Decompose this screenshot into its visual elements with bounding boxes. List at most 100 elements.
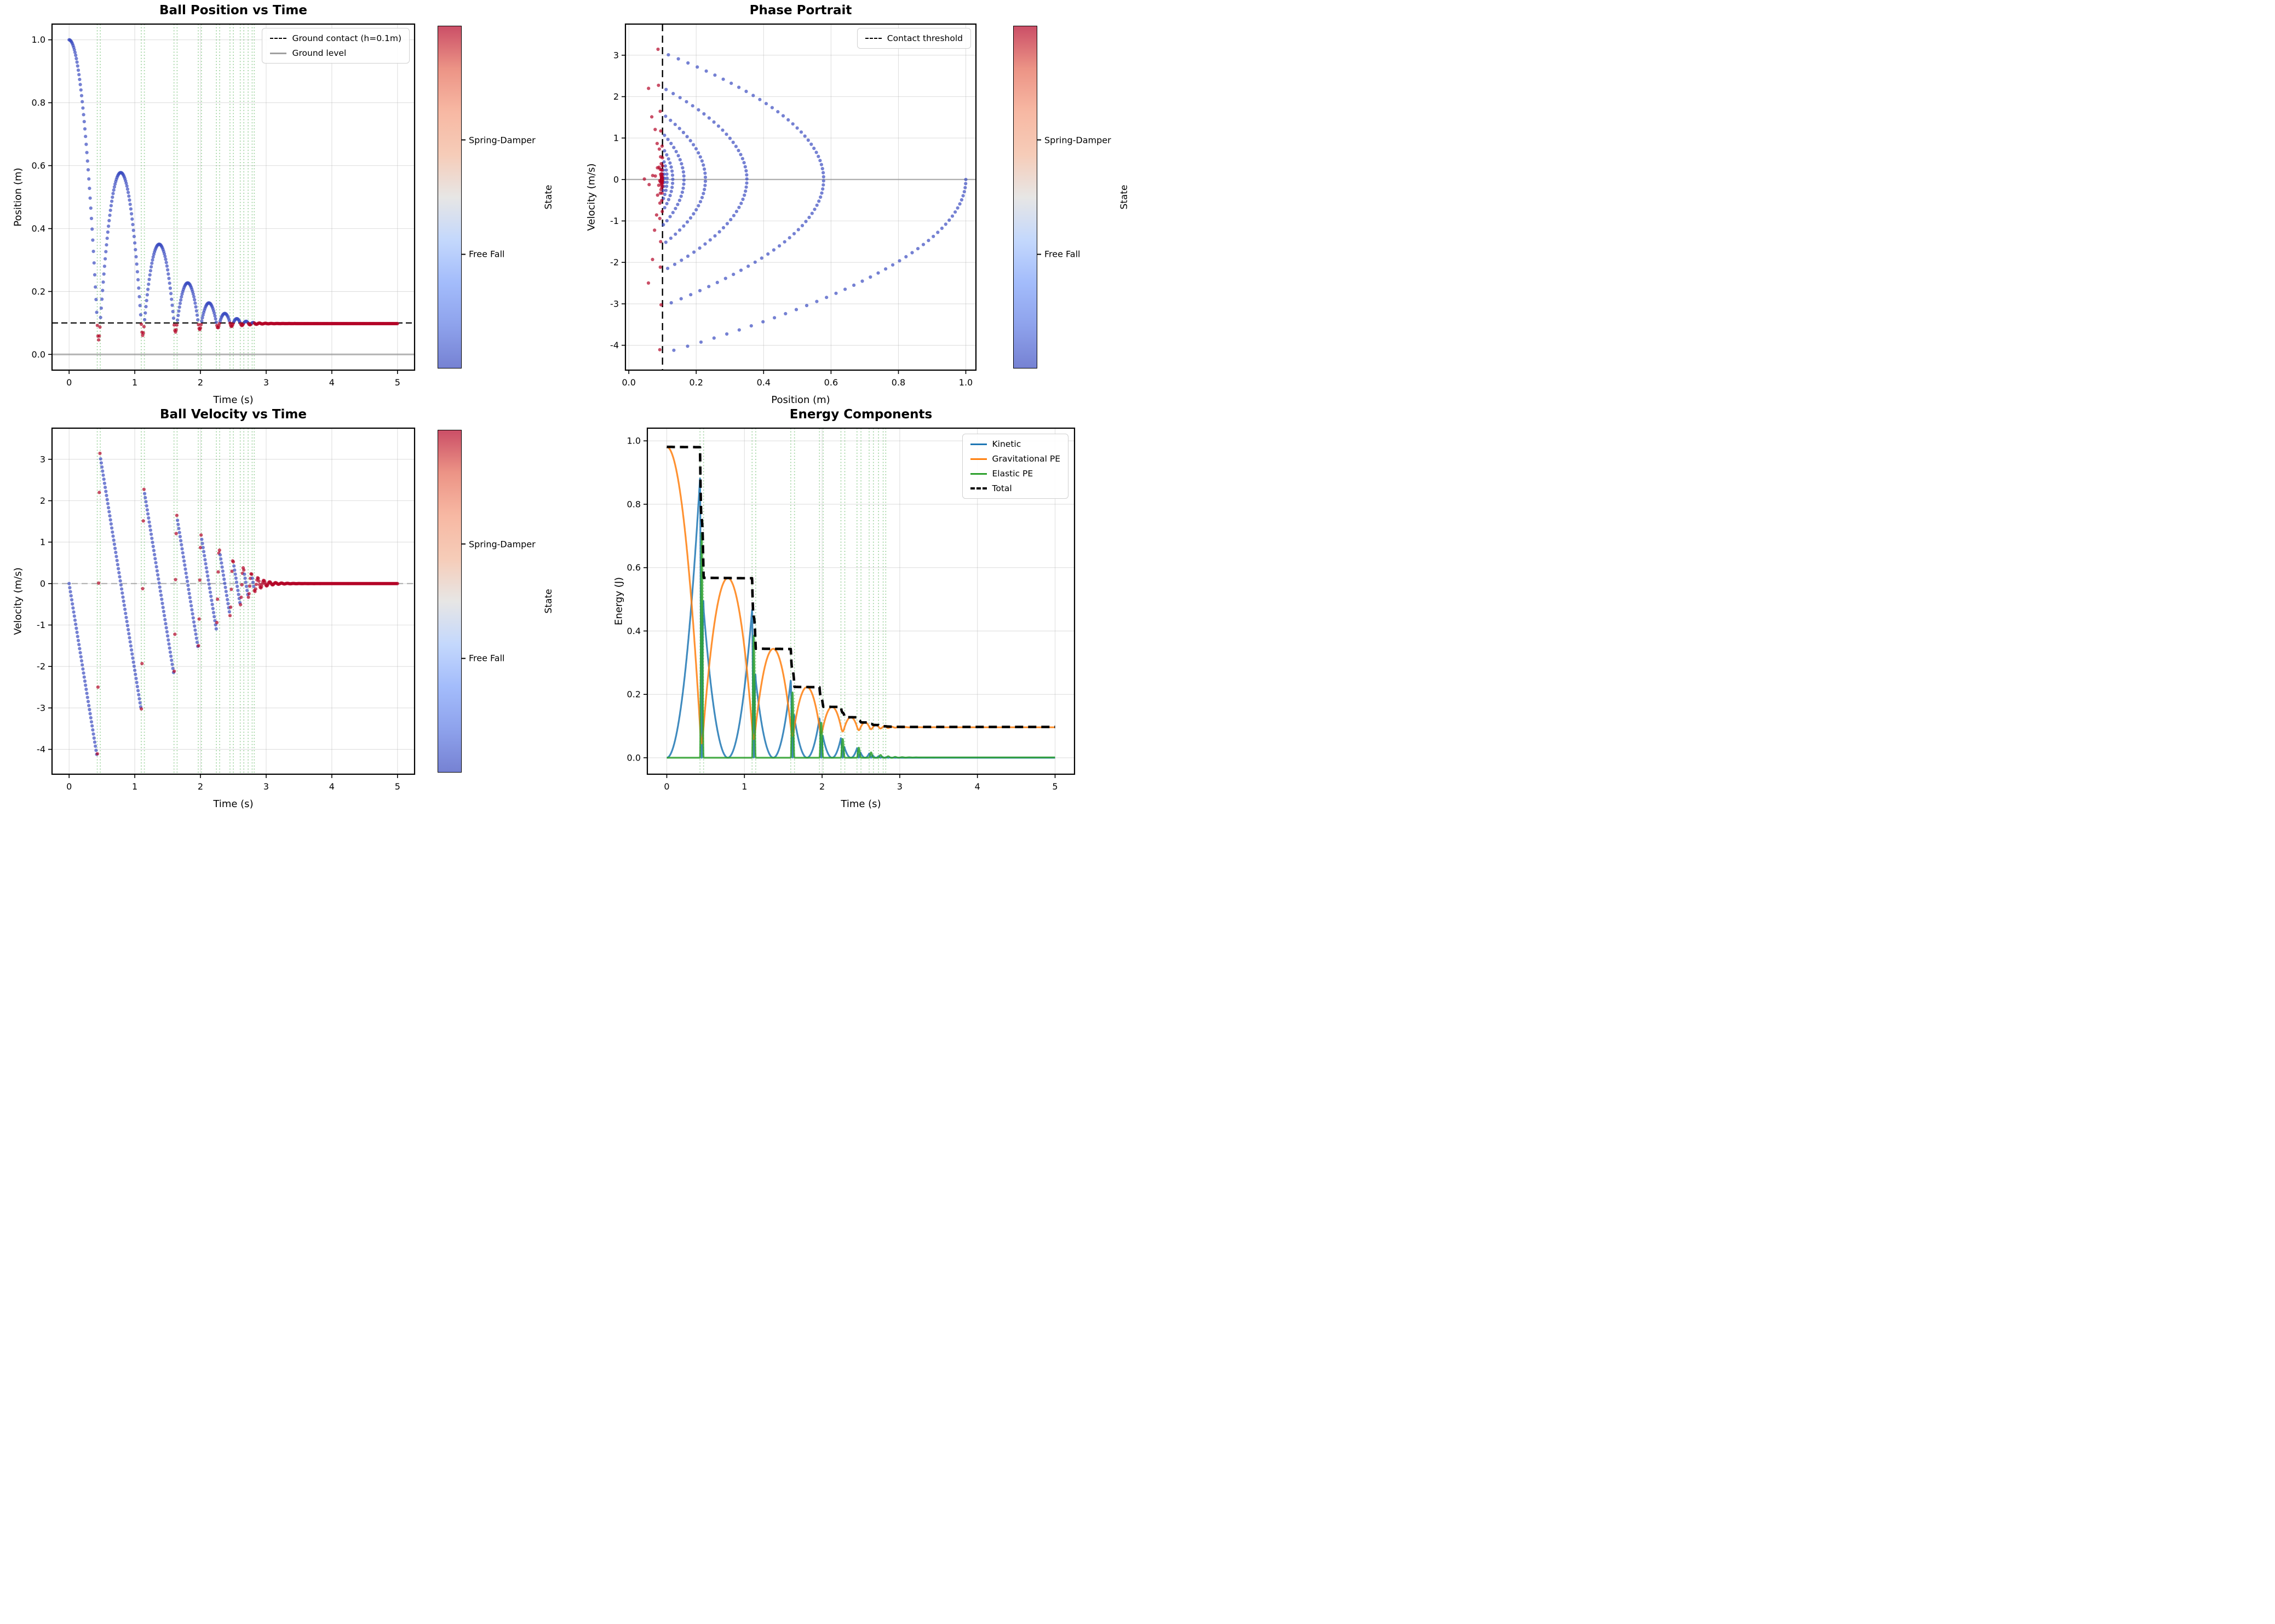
gravitational-line-swatch xyxy=(970,458,987,460)
colorbar-axis-label: State xyxy=(543,185,554,210)
x-tick-label: 4 xyxy=(975,781,980,792)
x-tick-label: 4 xyxy=(329,377,335,388)
legend-item-total: Total xyxy=(970,483,1012,493)
phase-x-axis-label: Position (m) xyxy=(771,394,830,406)
data-layer xyxy=(67,38,399,342)
x-tick-label: 0 xyxy=(664,781,669,792)
legend-item-elastic-pe: Elastic PE xyxy=(970,469,1033,479)
legend-item-ground-level: Ground level xyxy=(270,48,346,58)
energy-plot-canvas: 0 1 2 3 4 5 0.0 0.2 0.4 0.6 0.8 1.0 xyxy=(627,427,1076,792)
position-plot-canvas: 0 1 2 3 4 5 0.0 0.2 0.4 0.6 0.8 1.0 xyxy=(32,23,416,388)
tick-mark xyxy=(462,658,466,659)
legend-item-ground-contact: Ground contact (h=0.1m) xyxy=(270,33,401,43)
reference-lines xyxy=(625,24,976,370)
velocity-plot-canvas: 0 1 2 3 4 5 -4 -3 -2 -1 0 1 2 3 xyxy=(37,427,416,792)
x-tick-label: 1.0 xyxy=(959,377,973,388)
phase-plot-title: Phase Portrait xyxy=(749,3,852,18)
y-tick-label: 3 xyxy=(613,50,619,60)
total-line-swatch xyxy=(970,487,987,489)
reference-lines xyxy=(52,428,415,774)
y-tick-label: 3 xyxy=(40,454,45,464)
position-y-axis-label: Position (m) xyxy=(12,168,24,227)
colorbar-tick-spring-damper: Spring-Damper xyxy=(1037,135,1111,145)
velocity-plot: Ball Velocity vs Time Velocity (m/s) Tim… xyxy=(13,407,416,810)
colorbar-tick-free-fall: Free Fall xyxy=(462,653,504,664)
y-tick-label: 0.0 xyxy=(32,349,45,360)
colorbar-gradient xyxy=(438,430,462,773)
legend-label: Gravitational PE xyxy=(992,454,1061,464)
legend-item-contact-threshold: Contact threshold xyxy=(865,33,963,43)
y-tick-label: 2 xyxy=(613,91,619,102)
figure-canvas: Ball Position vs Time Position (m) Time … xyxy=(0,0,1138,812)
legend-label: Contact threshold xyxy=(887,33,963,43)
y-tick-label: -2 xyxy=(610,257,619,268)
axes-frame: 0 1 2 3 4 5 0.0 0.2 0.4 0.6 0.8 1.0 xyxy=(627,427,1076,792)
y-tick-label: -3 xyxy=(37,702,45,713)
velocity-plot-title: Ball Velocity vs Time xyxy=(160,407,307,422)
y-tick-label: 0 xyxy=(613,174,619,185)
x-tick-label: 5 xyxy=(395,781,400,792)
grid-lines xyxy=(625,24,976,370)
x-tick-label: 0.0 xyxy=(622,377,635,388)
colorbar-tick-label: Spring-Damper xyxy=(1044,135,1111,146)
grid-lines xyxy=(52,24,415,370)
y-tick-label: 0.2 xyxy=(32,286,45,297)
legend-item-kinetic: Kinetic xyxy=(970,439,1021,449)
colorbar-tick-label: Free Fall xyxy=(469,653,505,664)
state-colorbar-velocity: Spring-Damper Free Fall State xyxy=(438,430,554,773)
y-tick-label: -4 xyxy=(37,744,45,755)
y-tick-label: 0.4 xyxy=(32,223,45,234)
y-tick-label: 0 xyxy=(40,578,45,589)
x-tick-label: 0.2 xyxy=(689,377,703,388)
legend-label: Ground contact (h=0.1m) xyxy=(292,33,401,43)
x-tick-label: 5 xyxy=(1052,781,1058,792)
colorbar-tick-label: Free Fall xyxy=(1044,249,1081,260)
tick-mark xyxy=(1037,254,1041,255)
energy-y-axis-label: Energy (J) xyxy=(613,577,625,626)
legend-label: Total xyxy=(992,483,1012,493)
axes-frame: 0.0 0.2 0.4 0.6 0.8 1.0 -4 -3 -2 -1 0 1 2 3 xyxy=(610,23,977,388)
x-tick-label: 5 xyxy=(395,377,400,388)
dashed-line-swatch xyxy=(865,38,882,39)
elastic-line-swatch xyxy=(970,473,987,475)
energy-plot: Energy Components Energy (J) Time (s) 0 1… xyxy=(613,407,1076,810)
velocity-y-axis-label: Velocity (m/s) xyxy=(12,567,24,635)
x-tick-label: 3 xyxy=(263,377,269,388)
y-tick-label: 0.0 xyxy=(627,752,641,763)
colorbar-tick-label: Spring-Damper xyxy=(469,135,536,146)
colorbar-tick-free-fall: Free Fall xyxy=(1037,249,1080,260)
energy-x-axis-label: Time (s) xyxy=(841,798,881,810)
energy-plot-title: Energy Components xyxy=(789,407,933,422)
solid-line-swatch xyxy=(270,52,287,54)
x-tick-label: 0 xyxy=(66,377,72,388)
colorbar-tick-label: Spring-Damper xyxy=(469,539,536,550)
phase-plot: Phase Portrait Velocity (m/s) Position (… xyxy=(586,3,977,406)
tick-mark xyxy=(462,139,466,141)
grid-lines xyxy=(52,428,415,774)
tick-mark xyxy=(1037,139,1041,141)
x-tick-label: 0.4 xyxy=(757,377,771,388)
position-x-axis-label: Time (s) xyxy=(213,394,254,406)
legend-label: Elastic PE xyxy=(992,469,1033,479)
y-tick-label: 0.8 xyxy=(32,97,45,108)
x-tick-label: 1 xyxy=(132,781,137,792)
data-layer xyxy=(642,47,968,352)
y-tick-label: -4 xyxy=(610,340,619,350)
y-tick-label: 1 xyxy=(40,537,45,548)
y-tick-label: -3 xyxy=(610,298,619,309)
y-tick-label: -1 xyxy=(37,620,45,630)
x-tick-label: 2 xyxy=(198,781,203,792)
y-tick-label: 0.6 xyxy=(32,160,45,171)
colorbar-tick-spring-damper: Spring-Damper xyxy=(462,539,536,549)
state-colorbar-phase: Spring-Damper Free Fall State xyxy=(1013,26,1130,368)
x-tick-label: 0.6 xyxy=(824,377,838,388)
dashed-line-swatch xyxy=(270,38,287,39)
colorbar-gradient xyxy=(1013,26,1037,368)
phase-plot-legend: Contact threshold xyxy=(857,28,971,49)
legend-label: Kinetic xyxy=(992,439,1021,449)
energy-plot-legend: Kinetic Gravitational PE Elastic PE Tota… xyxy=(962,434,1068,499)
state-colorbar-position: Spring-Damper Free Fall State xyxy=(438,26,554,368)
axes-frame: 0 1 2 3 4 5 -4 -3 -2 -1 0 1 2 3 xyxy=(37,427,416,792)
y-tick-label: 0.2 xyxy=(627,689,641,700)
x-tick-label: 3 xyxy=(897,781,903,792)
